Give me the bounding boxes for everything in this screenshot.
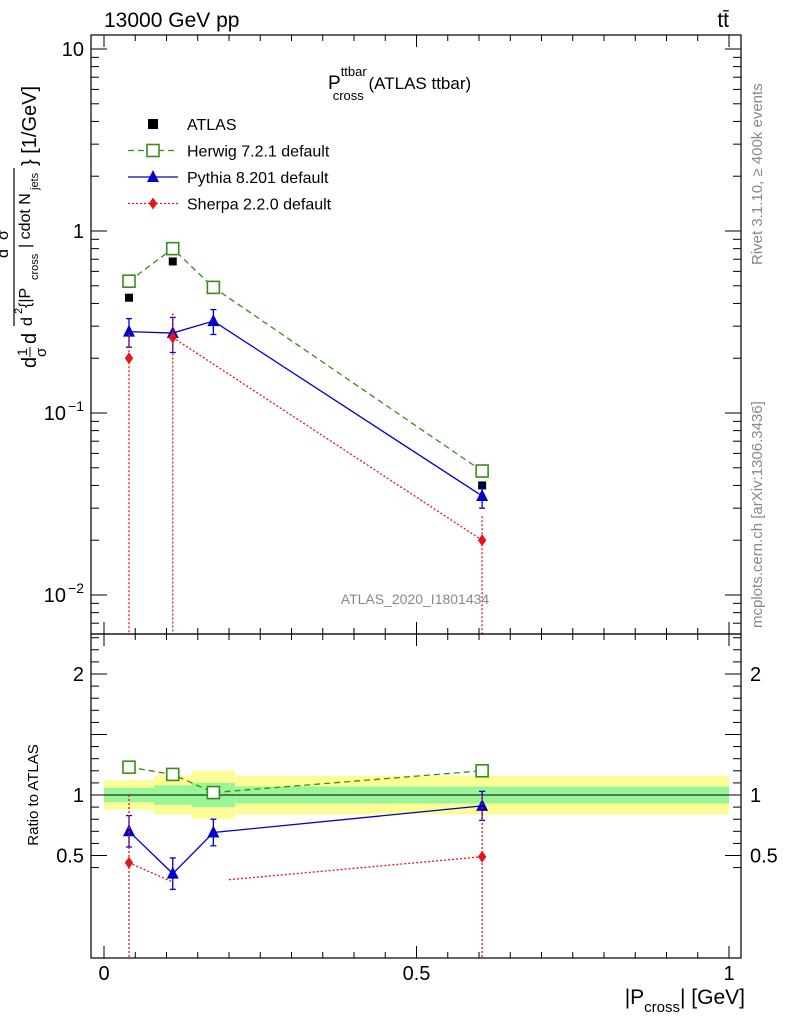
- atlas-data-point: [125, 293, 133, 302]
- ratio-y-label: Ratio to ATLAS: [25, 744, 42, 845]
- ratio-y-tick-label: 1: [73, 785, 84, 807]
- legend-label: ATLAS: [187, 117, 237, 134]
- herwig-line: [128, 247, 483, 472]
- ratio-panel-series: [122, 760, 489, 958]
- svg-text:} [1/GeV]: } [1/GeV]: [19, 86, 41, 166]
- svg-text:2: 2: [13, 308, 25, 314]
- legend-marker: [146, 143, 160, 158]
- process-label: tt̄: [717, 9, 729, 32]
- svg-text:fid: fid: [0, 217, 3, 228]
- beam-label: 13000 GeV pp: [104, 9, 239, 32]
- analysis-watermark: ATLAS_2020_I1801434: [341, 591, 490, 607]
- herwig-ratio-point: [206, 785, 221, 800]
- herwig-ratio-point: [165, 767, 180, 782]
- ratio-y-tick-label-right: 1: [750, 785, 761, 807]
- svg-text:σ: σ: [33, 347, 50, 357]
- pythia-ratio-line: [128, 805, 483, 875]
- svg-text:d: d: [19, 317, 36, 326]
- ratio-y-tick-label: 2: [73, 664, 84, 686]
- sherpa-point: [168, 331, 177, 344]
- plot-title: Pttbar cross (ATLAS ttbar): [328, 64, 471, 103]
- herwig-point: [122, 274, 136, 288]
- ratio-y-tick-label-right: 0.5: [750, 846, 778, 868]
- legend-marker: [148, 119, 158, 129]
- atlas-data-point: [168, 257, 177, 266]
- pythia-ratio-point: [123, 824, 135, 837]
- plot-lines: [122, 241, 489, 958]
- sherpa-ratio-point: [477, 850, 487, 863]
- svg-text:d: d: [19, 333, 41, 344]
- svg-text:d: d: [19, 357, 41, 368]
- pythia-ratio-point: [166, 866, 179, 879]
- pythia-point: [123, 324, 135, 337]
- sherpa-ratio-point: [124, 856, 134, 869]
- mcplots-label: mcplots.cern.ch [arXiv:1306.3436]: [749, 401, 766, 628]
- legend-label: Sherpa 2.2.0 default: [187, 197, 332, 214]
- x-tick-label: 1: [723, 963, 734, 985]
- svg-text:| cdot N: | cdot N: [17, 193, 34, 248]
- sherpa-point: [124, 352, 134, 365]
- herwig-ratio-point: [475, 763, 489, 778]
- svg-text:cross: cross: [29, 253, 41, 280]
- ratio-y-tick-label: 0.5: [56, 846, 84, 868]
- y-tick-label-exponent: −2: [68, 580, 84, 596]
- svg-text:2: 2: [0, 240, 1, 246]
- herwig-point: [165, 241, 180, 256]
- herwig-point: [206, 280, 221, 295]
- legend-marker: [147, 170, 159, 182]
- herwig-ratio-point: [122, 760, 136, 774]
- sherpa-ratio-line: [228, 856, 483, 881]
- ratio-y-tick-label-right: 2: [750, 664, 761, 686]
- y-tick-label: 10: [62, 39, 84, 61]
- rivet-label: Rivet 3.1.10, ≥ 400k events: [749, 83, 766, 265]
- y-tick-label: 10: [44, 403, 66, 425]
- pythia-line: [128, 320, 483, 497]
- herwig-ratio-line: [128, 766, 483, 794]
- y-tick-label-exponent: −1: [68, 398, 84, 414]
- x-tick-label: 0: [98, 963, 109, 985]
- legend: ATLAS Herwig 7.2.1 default Pythia 8.201 de…: [128, 117, 332, 214]
- legend-label: Pythia 8.201 default: [187, 170, 329, 187]
- svg-text:σ: σ: [0, 230, 12, 240]
- pythia-point: [476, 488, 489, 501]
- main-y-label: d 1 σ d d 2 {|P cross | cdot N jets d 2 …: [0, 86, 50, 368]
- legend-label: Herwig 7.2.1 default: [187, 144, 330, 161]
- pythia-point: [207, 314, 220, 327]
- svg-text:{|P: {|P: [17, 288, 34, 308]
- legend-marker: [148, 197, 158, 210]
- y-tick-label: 1: [73, 221, 84, 243]
- x-axis-label: |Pcross| [GeV]: [625, 986, 745, 1016]
- sherpa-line: [172, 336, 483, 541]
- sherpa-ratio-line: [128, 862, 174, 883]
- x-tick-label: 0.5: [403, 963, 431, 985]
- svg-text:jets: jets: [29, 172, 41, 191]
- sherpa-point: [477, 534, 487, 547]
- herwig-point: [475, 464, 489, 478]
- pythia-ratio-point: [207, 825, 220, 838]
- main-panel-series: [122, 241, 489, 634]
- svg-text:1: 1: [14, 348, 30, 356]
- y-tick-label: 10: [44, 585, 66, 607]
- svg-text:d: d: [0, 249, 12, 258]
